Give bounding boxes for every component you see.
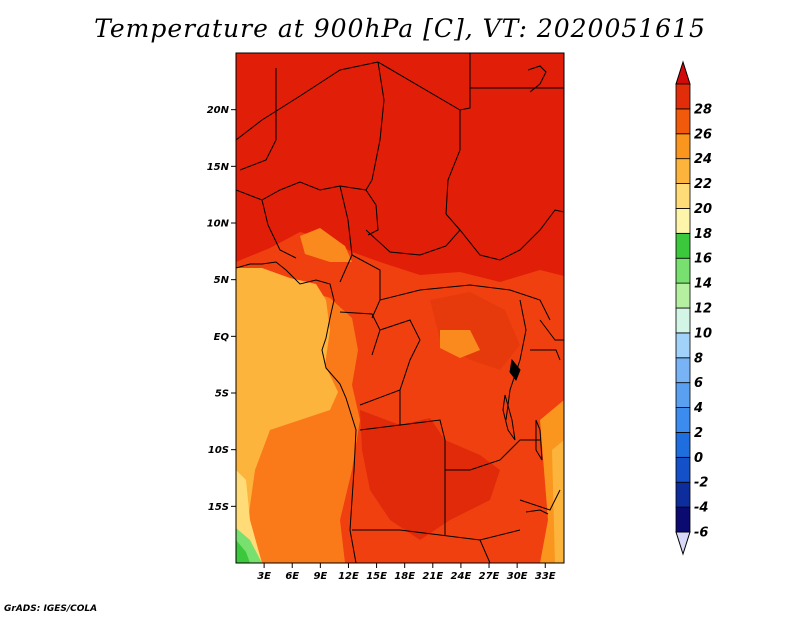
lon-tick-label: 9E <box>313 571 327 582</box>
colorbar-swatch <box>675 432 691 458</box>
colorbar-swatch <box>675 282 691 309</box>
colorbar-label: 20 <box>694 202 712 217</box>
country-borders <box>236 53 564 563</box>
colorbar-swatch <box>675 407 691 433</box>
colorbar-swatch <box>675 332 691 359</box>
lat-tick-label: 10S <box>208 445 229 456</box>
temperature-field <box>236 53 564 563</box>
lon-tick-label: 12E <box>338 571 359 582</box>
colorbar-swatch <box>675 357 691 384</box>
map-title: Temperature at 900hPa [C], VT: 202005161… <box>94 14 706 43</box>
grads-credit: GrADS: IGES/COLA <box>4 604 98 614</box>
colorbar-swatch <box>675 257 691 284</box>
lon-tick-label: 6E <box>285 571 299 582</box>
colorbar-label: 24 <box>694 152 712 167</box>
lat-tick-label: 20N <box>207 105 230 116</box>
colorbar-swatch <box>675 108 691 135</box>
colorbar-label: 28 <box>694 102 712 117</box>
colorbar-swatch <box>675 307 691 334</box>
colorbar-label: 26 <box>694 127 712 142</box>
lon-tick-label: 30E <box>507 571 528 582</box>
lon-tick-label: 33E <box>535 571 556 582</box>
colorbar-label: -6 <box>694 526 708 541</box>
colorbar-swatch <box>675 382 691 408</box>
colorbar-label: 10 <box>694 326 712 341</box>
colorbar-label: 18 <box>694 227 712 242</box>
latitude-axis: 20N 15N 10N 5N EQ 5S 10S 15S <box>207 105 236 513</box>
colorbar-label: 2 <box>694 426 703 441</box>
colorbar-swatch <box>675 83 691 110</box>
colorbar-swatch <box>675 158 691 184</box>
colorbar-swatch <box>675 183 691 209</box>
lat-tick-label: 15S <box>208 502 229 513</box>
colorbar-swatch <box>675 481 691 508</box>
colorbar-label: 22 <box>694 177 712 192</box>
map-frame <box>235 52 565 564</box>
colorbar-swatch <box>675 232 691 259</box>
lat-tick-label: EQ <box>214 332 230 343</box>
colorbar-label: -4 <box>694 501 708 516</box>
colorbar-label: -2 <box>694 476 708 491</box>
lat-tick-label: 15N <box>207 162 230 173</box>
lon-tick-label: 15E <box>366 571 387 582</box>
colorbar-label: 0 <box>694 451 703 466</box>
colorbar-swatch <box>675 208 691 234</box>
colorbar-swatch <box>675 133 691 160</box>
colorbar-swatch <box>675 456 691 483</box>
lon-tick-label: 27E <box>479 571 500 582</box>
longitude-axis: 3E 6E 9E 12E 15E 18E 21E 24E 27E 30E 33E <box>257 563 556 582</box>
lon-tick-label: 3E <box>257 571 271 582</box>
lat-tick-label: 10N <box>207 219 230 230</box>
colorbar-label: 12 <box>694 302 712 317</box>
colorbar-label: 6 <box>694 376 703 391</box>
lon-tick-label: 18E <box>394 571 415 582</box>
lat-tick-label: 5S <box>215 389 229 400</box>
lon-tick-label: 24E <box>451 571 472 582</box>
colorbar-label: 4 <box>693 401 703 416</box>
colorbar-label: 16 <box>694 252 712 267</box>
lat-tick-label: 5N <box>214 275 230 286</box>
colorbar-label: 14 <box>694 277 712 292</box>
colorbar-label: 8 <box>694 351 703 366</box>
colorbar-top-arrow <box>675 60 691 85</box>
lon-tick-label: 21E <box>422 571 443 582</box>
colorbar-bottom-arrow <box>675 531 691 556</box>
colorbar-swatch <box>675 506 691 533</box>
